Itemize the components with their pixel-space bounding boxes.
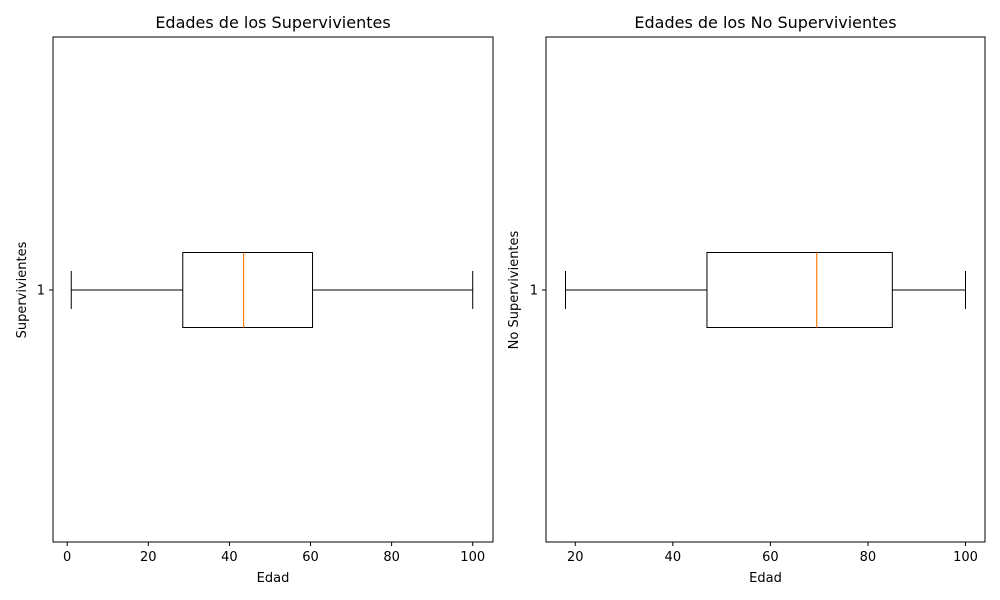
x-tick-label: 80 bbox=[383, 550, 400, 565]
x-axis-label: Edad bbox=[257, 571, 290, 586]
subplot-non-survivors: Edades de los No Supervivientes Edad No … bbox=[507, 13, 986, 586]
x-tick-label: 20 bbox=[140, 550, 157, 565]
x-tick-label: 60 bbox=[302, 550, 319, 565]
x-tick-label: 100 bbox=[460, 550, 485, 565]
x-tick-label: 40 bbox=[665, 550, 682, 565]
y-tick-label: 1 bbox=[530, 284, 538, 299]
x-tick-label: 40 bbox=[221, 550, 238, 565]
plot-area: 20 40 60 80 100 1 bbox=[530, 36, 986, 565]
chart-title: Edades de los Supervivientes bbox=[155, 13, 390, 32]
x-tick-label: 20 bbox=[567, 550, 584, 565]
x-tick-label: 0 bbox=[63, 550, 71, 565]
box-iqr bbox=[706, 252, 893, 328]
x-tick-label: 80 bbox=[860, 550, 877, 565]
chart-title: Edades de los No Supervivientes bbox=[634, 13, 896, 32]
x-tick-label: 100 bbox=[953, 550, 978, 565]
x-axis-label: Edad bbox=[749, 571, 782, 586]
subplot-survivors: Edades de los Supervivientes Edad Superv… bbox=[15, 13, 494, 586]
y-axis-label: Supervivientes bbox=[15, 241, 30, 338]
x-tick-label: 60 bbox=[762, 550, 779, 565]
plot-area: 0 20 40 60 80 100 1 bbox=[37, 36, 494, 565]
y-tick-label: 1 bbox=[37, 284, 45, 299]
box-iqr bbox=[182, 252, 314, 328]
y-axis-label: No Supervivientes bbox=[507, 230, 522, 349]
